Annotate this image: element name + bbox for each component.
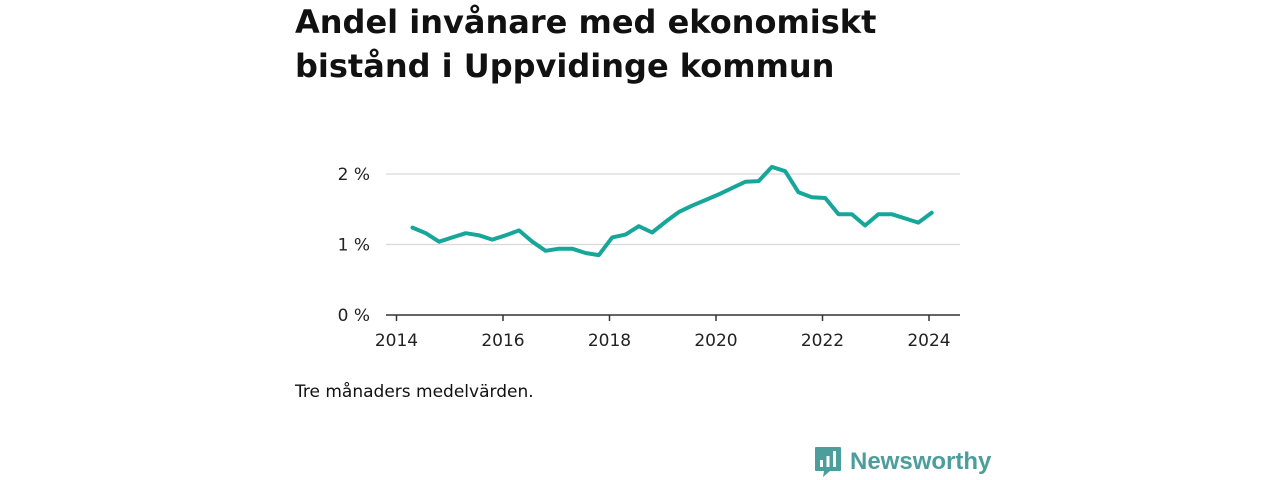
x-tick-label: 2020 [694,331,737,351]
series-lines [410,164,934,258]
y-axis-labels: 0 % 1 % 2 % [338,165,370,326]
x-tick-label: 2024 [907,331,950,351]
x-axis [386,314,960,321]
series-line [410,164,934,258]
bar-chart-speech-bubble-icon [815,447,841,477]
x-tick-label: 2014 [375,331,418,351]
y-tick-label: 2 % [338,165,370,185]
chart-title: Andel invånare med ekonomiskt bistånd i … [295,3,877,85]
newsworthy-logo: Newsworthy [814,446,991,478]
logo-text: Newsworthy [850,448,992,475]
x-axis-labels: 2014 2016 2018 2020 2022 2024 [375,331,951,351]
y-tick-label: 1 % [338,236,370,256]
x-tick-label: 2016 [481,331,524,351]
chart-note: Tre månaders medelvärden. [295,382,534,402]
x-tick-label: 2018 [588,331,631,351]
y-tick-label: 0 % [338,306,370,326]
grid-lines [386,173,960,246]
x-tick-label: 2022 [801,331,844,351]
